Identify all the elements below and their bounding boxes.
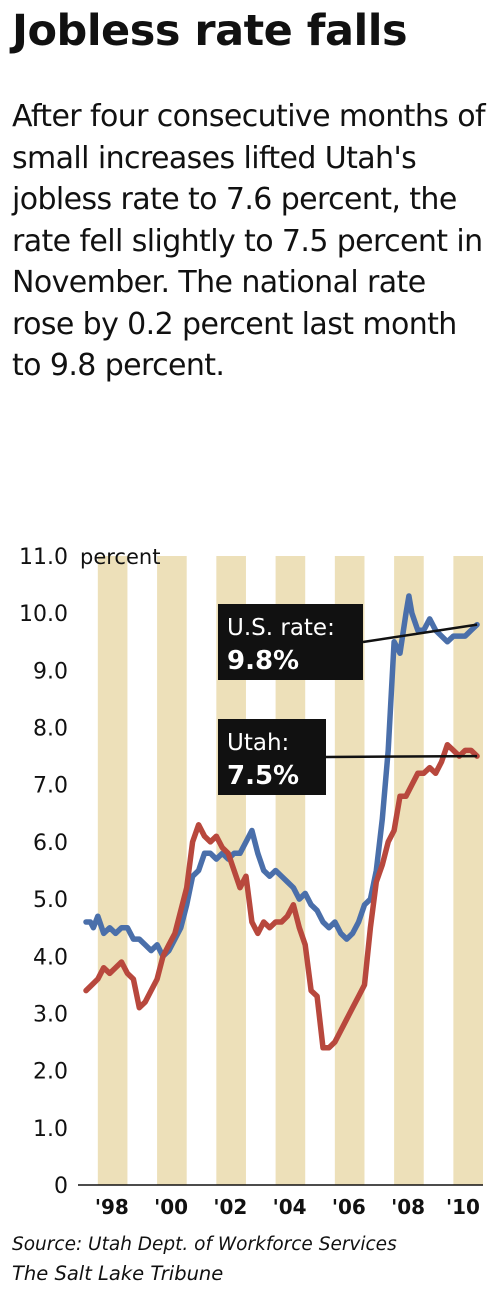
year-band-2000 — [157, 556, 187, 1185]
publication-credit: The Salt Lake Tribune — [12, 1262, 224, 1285]
x-tick-label: '04 — [273, 1195, 307, 1219]
us-callout-box — [218, 604, 363, 680]
unemployment-line-chart: 0 1.0 2.0 3.0 4.0 5.0 6.0 7.0 8.0 9.0 10.0 11.0 per… — [19, 545, 483, 1219]
y-tick-label: 8.0 — [33, 717, 68, 742]
y-tick-label: 5.0 — [33, 888, 68, 913]
utah-callout-label: Utah: — [227, 730, 289, 756]
x-tick-label: '10 — [446, 1195, 480, 1219]
year-band-2010 — [453, 556, 483, 1185]
source-note: Source: Utah Dept. of Workforce Services — [12, 1234, 397, 1255]
utah-callout-leader — [325, 754, 478, 759]
x-tick-label: '98 — [95, 1195, 129, 1219]
y-tick-label: 6.0 — [33, 831, 68, 856]
us-rate-line — [83, 593, 480, 960]
y-tick-label: 0 — [54, 1174, 68, 1199]
utah-callout-box — [218, 719, 326, 795]
x-tick-label: '08 — [391, 1195, 425, 1219]
y-tick-label: 4.0 — [33, 945, 68, 970]
x-tick-label: '00 — [154, 1195, 188, 1219]
us-callout-leader — [362, 623, 478, 644]
x-axis: '98 '00 '02 '04 '06 '08 '10 — [95, 1195, 480, 1219]
x-tick-label: '06 — [332, 1195, 366, 1219]
y-tick-label: 11.0 — [19, 545, 68, 570]
utah-rate-line — [83, 741, 480, 1051]
y-tick-label: 10.0 — [19, 602, 68, 627]
y-axis: 0 1.0 2.0 3.0 4.0 5.0 6.0 7.0 8.0 9.0 10.0 11.0 — [19, 545, 68, 1199]
year-band-2008 — [394, 556, 424, 1185]
utah-callout-value: 7.5% — [227, 761, 299, 791]
chart-title: Jobless rate falls — [12, 6, 408, 56]
year-band-1998 — [97, 556, 128, 1185]
chart-subtitle: After four consecutive months of small i… — [12, 99, 486, 383]
x-tick-label: '02 — [213, 1195, 247, 1219]
y-tick-label: 9.0 — [33, 659, 68, 684]
us-callout-value: 9.8% — [227, 646, 299, 676]
series-callouts: U.S. rate: 9.8% Utah: 7.5% — [218, 604, 478, 795]
series-lines — [83, 593, 480, 1051]
us-callout-label: U.S. rate: — [227, 615, 335, 641]
y-tick-label: 3.0 — [33, 1002, 68, 1027]
y-axis-unit-label: percent — [80, 545, 160, 569]
y-tick-label: 2.0 — [33, 1060, 68, 1085]
y-tick-label: 1.0 — [33, 1117, 68, 1142]
y-tick-label: 7.0 — [33, 774, 68, 799]
